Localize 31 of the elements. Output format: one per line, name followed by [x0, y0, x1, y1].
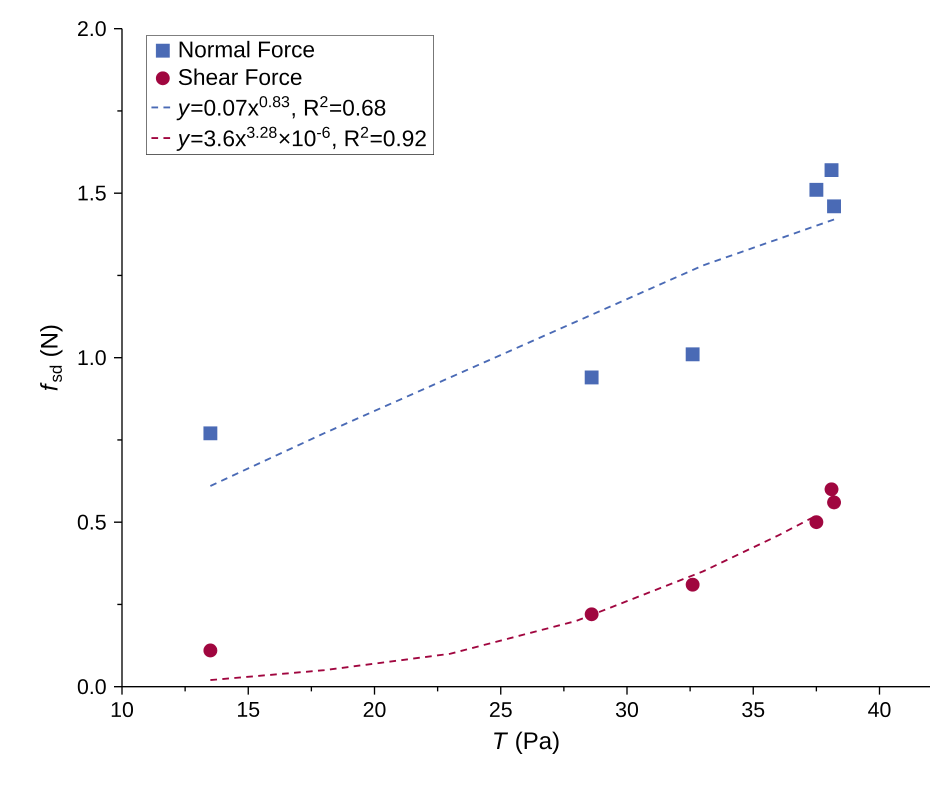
point [686, 578, 700, 592]
legend-label: Shear Force [178, 68, 302, 85]
y-tick-label: 1.0 [78, 350, 106, 366]
x-tick-label: 40 [868, 702, 891, 717]
line-series [209, 218, 835, 487]
x-tick-label: 10 [112, 702, 134, 717]
x-tick-label: 30 [616, 702, 638, 717]
point [809, 515, 824, 529]
point [824, 482, 838, 496]
point [827, 495, 841, 510]
x-tick-label: 25 [490, 702, 512, 717]
point [584, 370, 599, 384]
legend-label: Normal Force [180, 40, 314, 58]
point [824, 163, 838, 177]
point [203, 426, 218, 440]
x-axis-title: T (Pa) [494, 731, 559, 754]
y-axis-title: f$_{sd}$ (N) [40, 325, 62, 390]
y-tick-label: 1.5 [78, 186, 106, 200]
point [686, 347, 700, 362]
y-tick-label: 0.5 [78, 514, 106, 530]
y-tick-label: 2.0 [78, 20, 106, 36]
point [809, 182, 824, 197]
point [827, 199, 841, 214]
x-tick-label: 20 [364, 702, 386, 717]
y-tick-label: 0.0 [78, 678, 106, 694]
x-tick-label: 35 [742, 702, 764, 717]
point [203, 643, 218, 658]
x-tick-label: 15 [238, 702, 260, 717]
legend-label: y=3.6x$^{3.28}$×10$^{-6}$, R$^{2}$=0.92 [176, 126, 426, 151]
legend-label: y=0.07x$^{0.83}$, R$^{2}$=0.68 [176, 96, 386, 120]
point [584, 607, 599, 622]
